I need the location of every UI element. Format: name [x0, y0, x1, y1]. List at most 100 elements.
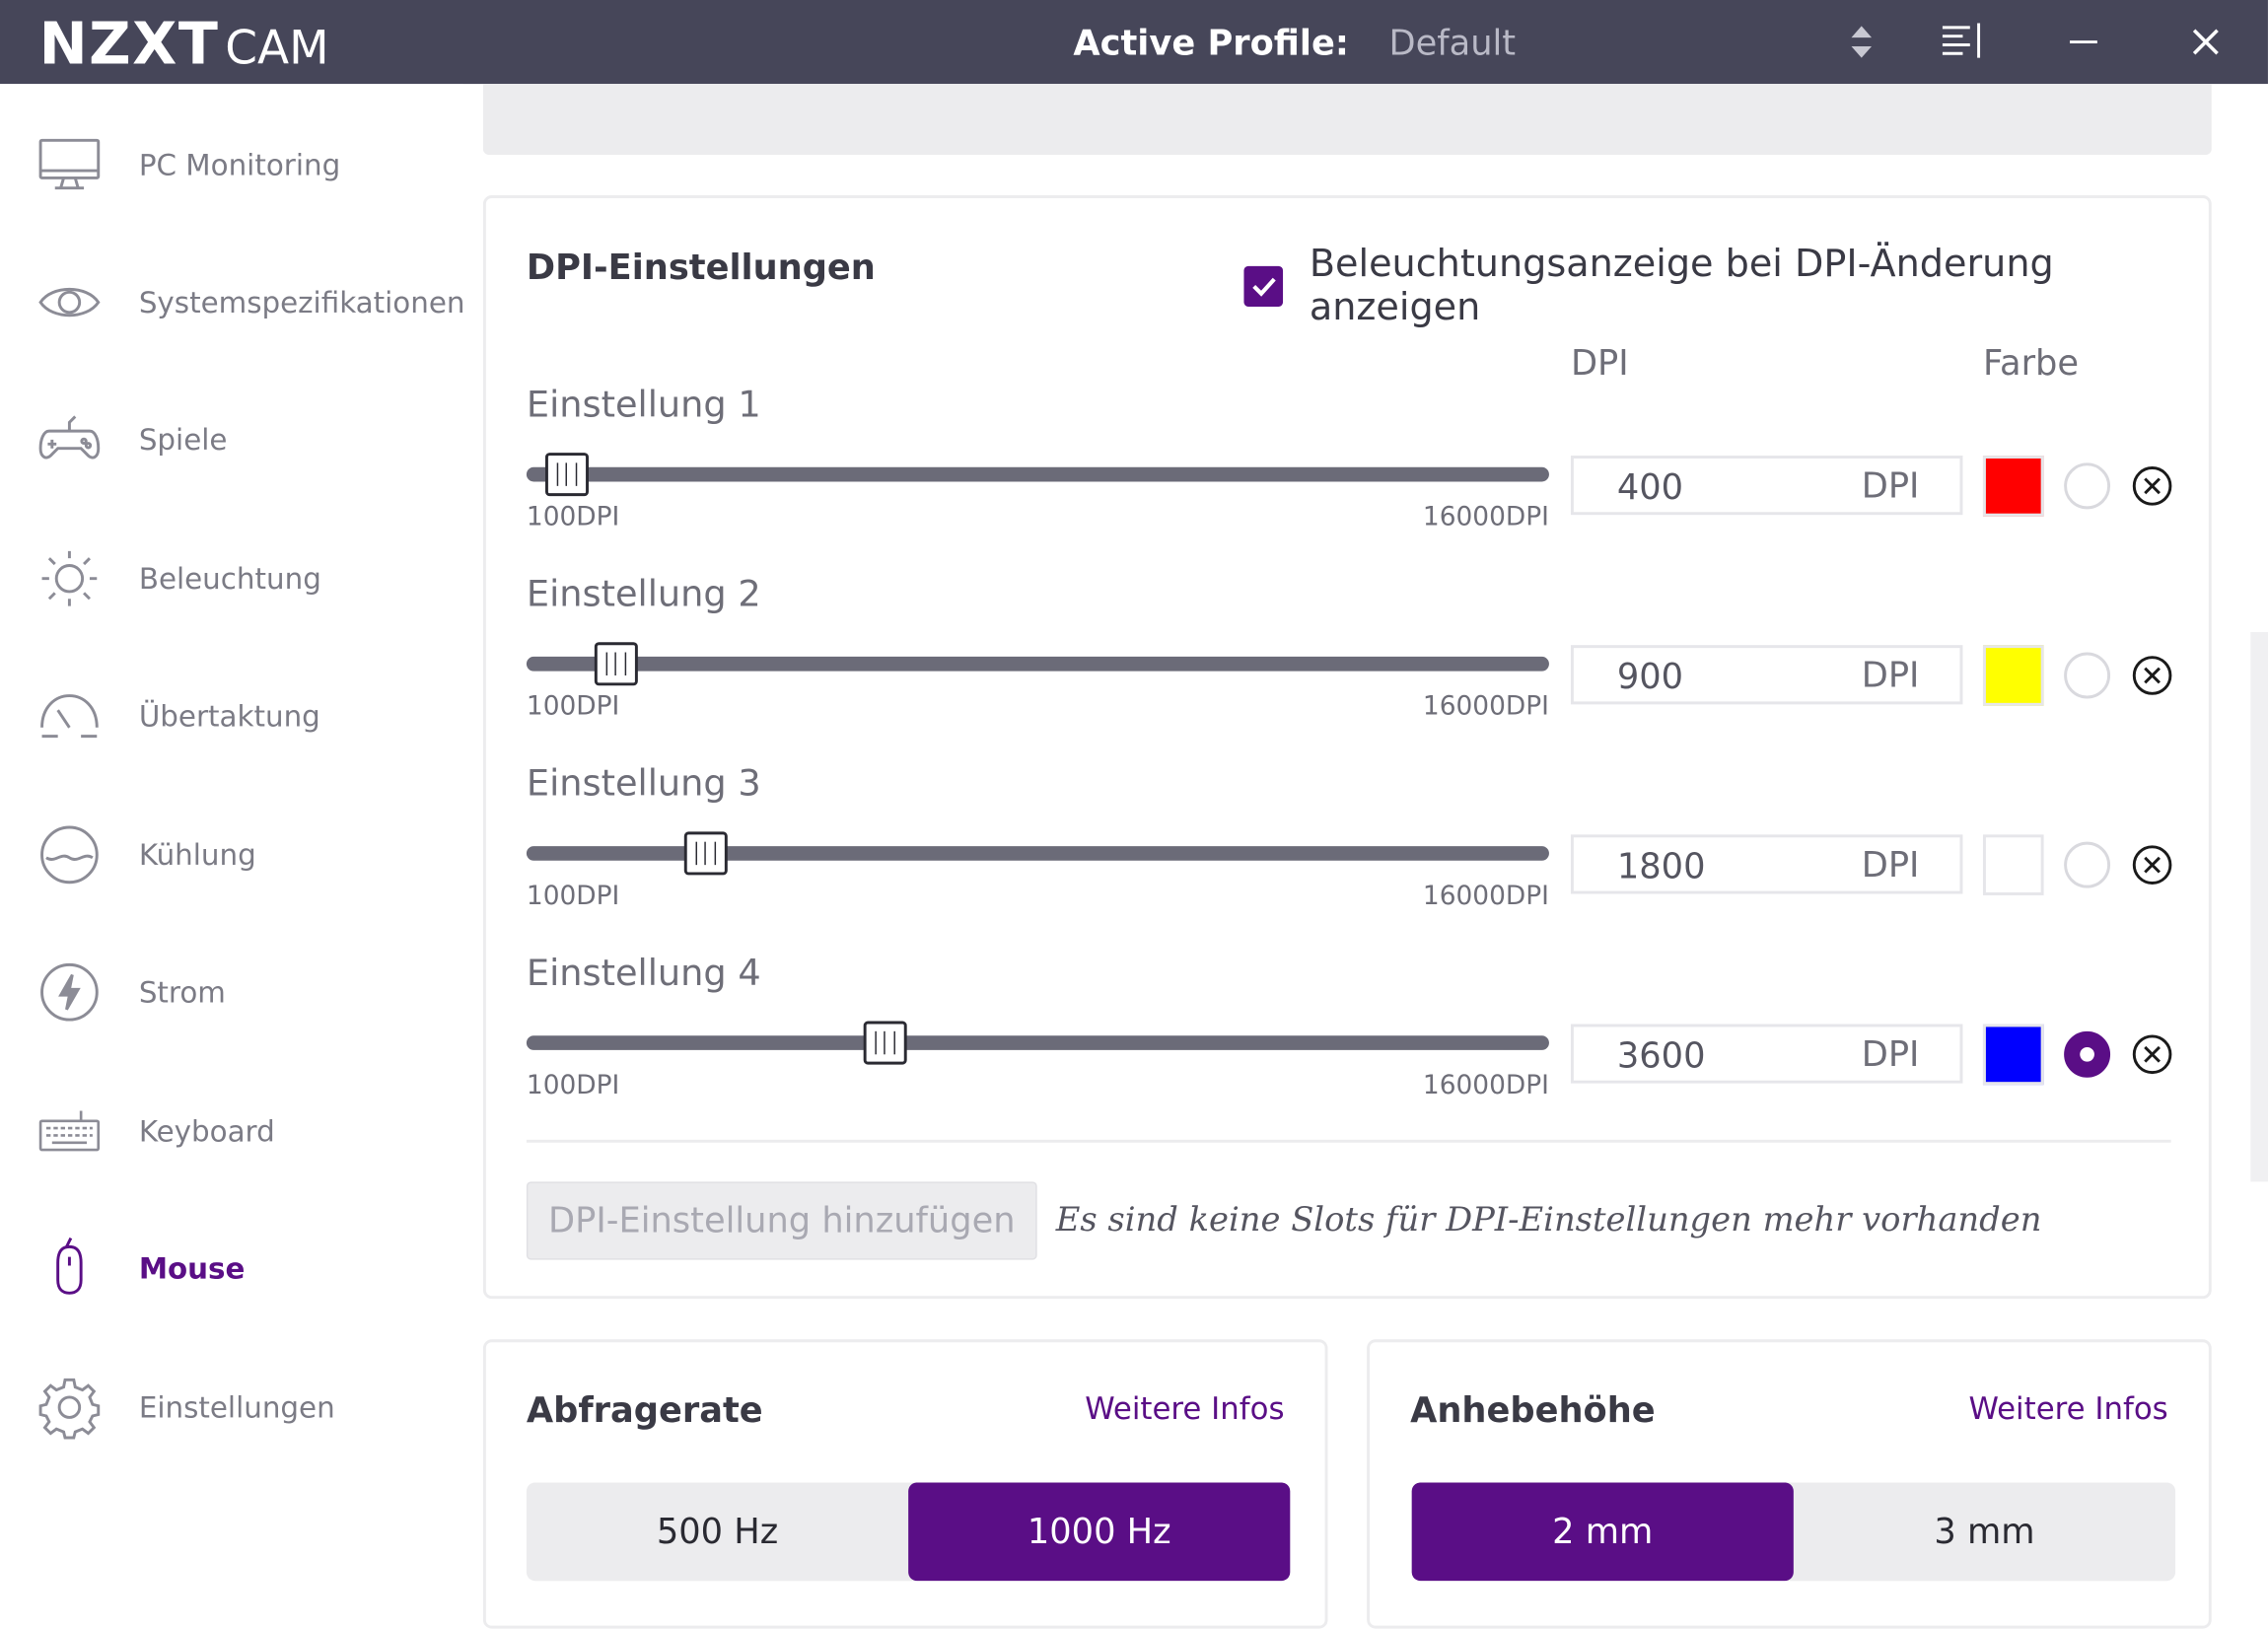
dpi-range-min: 100DPI	[526, 1070, 620, 1101]
gamepad-icon	[38, 415, 101, 460]
dpi-slider-track[interactable]	[526, 466, 1549, 482]
sidebar-item-label: Übertaktung	[138, 698, 320, 734]
dpi-value-field[interactable]: DPI	[1570, 645, 1963, 705]
app-logo: NZXT CAM	[39, 12, 329, 78]
profile-label: Active Profile:	[1073, 23, 1349, 64]
dpi-range-min: 100DPI	[526, 691, 620, 722]
gear-icon	[38, 1378, 101, 1440]
dpi-setting-label: Einstellung 3	[526, 762, 761, 805]
dpi-value-input[interactable]	[1573, 837, 1880, 894]
more-info-link[interactable]: Weitere Infos	[1085, 1391, 1285, 1427]
dpi-slider-track[interactable]	[526, 656, 1549, 672]
dpi-active-radio[interactable]	[2064, 652, 2111, 699]
checkmark-icon	[1251, 277, 1276, 297]
dpi-range-max: 16000DPI	[1422, 501, 1549, 532]
more-info-link[interactable]: Weitere Infos	[1968, 1391, 2168, 1427]
menu-icon[interactable]	[1939, 18, 1988, 67]
speedometer-icon	[40, 694, 99, 739]
monitor-icon	[38, 138, 101, 190]
title-bar: NZXT CAM Active Profile: Default	[0, 0, 2268, 85]
sidebar-item-beleuchtung[interactable]: Beleuchtung	[0, 535, 462, 622]
dpi-unit: DPI	[1861, 465, 1920, 507]
show-lighting-checkbox[interactable]	[1243, 265, 1284, 307]
add-dpi-setting-button[interactable]: DPI-Einstellung hinzufügen	[526, 1181, 1037, 1260]
sidebar: PC Monitoring Systemspezifikationen Spie…	[0, 84, 464, 1579]
show-lighting-toggle[interactable]: Beleuchtungsanzeige bei DPI-Änderung anz…	[1243, 243, 2208, 329]
close-icon[interactable]	[2181, 18, 2231, 67]
dpi-slider-thumb[interactable]	[683, 831, 728, 876]
sidebar-item-label: Kühlung	[138, 837, 256, 873]
lift-option-3mm[interactable]: 3 mm	[1934, 1511, 2035, 1552]
dpi-range-max: 16000DPI	[1422, 691, 1549, 722]
polling-option-1000[interactable]: 1000 Hz	[908, 1482, 1291, 1582]
card-title: Anhebehöhe	[1410, 1389, 1656, 1431]
active-profile[interactable]: Active Profile: Default	[1073, 23, 1516, 63]
dpi-range-min: 100DPI	[526, 501, 620, 532]
minimize-icon[interactable]	[2060, 18, 2109, 67]
dpi-slider-track[interactable]	[526, 1035, 1549, 1050]
sidebar-item-einstellungen[interactable]: Einstellungen	[0, 1364, 462, 1451]
sidebar-item-label: Beleuchtung	[138, 561, 321, 597]
polling-rate-selector: 500 Hz 1000 Hz	[526, 1482, 1291, 1582]
dpi-active-radio[interactable]	[2064, 841, 2111, 888]
lightning-icon	[40, 962, 99, 1022]
dpi-value-input[interactable]	[1573, 458, 1880, 516]
sidebar-item-systemspezifikationen[interactable]: Systemspezifikationen	[0, 259, 464, 346]
sidebar-item-kuehlung[interactable]: Kühlung	[0, 812, 462, 898]
lift-option-2mm[interactable]: 2 mm	[1411, 1482, 1794, 1582]
delete-setting-icon[interactable]	[2131, 654, 2174, 697]
dpi-setting-label: Einstellung 2	[526, 572, 761, 615]
color-swatch[interactable]	[1982, 645, 2044, 706]
dpi-slider-thumb[interactable]	[594, 642, 638, 686]
dpi-active-radio[interactable]	[2064, 1030, 2111, 1078]
dpi-active-radio[interactable]	[2064, 462, 2111, 510]
dpi-value-field[interactable]: DPI	[1570, 1024, 1963, 1084]
dpi-value-field[interactable]: DPI	[1570, 456, 1963, 516]
dpi-unit: DPI	[1861, 1033, 1920, 1075]
lift-height-card: Anhebehöhe Weitere Infos 2 mm 3 mm	[1367, 1339, 2212, 1629]
dpi-value-input[interactable]	[1573, 1027, 1880, 1084]
delete-setting-icon[interactable]	[2131, 843, 2174, 886]
color-swatch[interactable]	[1982, 834, 2044, 895]
dpi-column-header: DPI	[1570, 342, 1629, 384]
previous-card	[482, 84, 2212, 155]
keyboard-icon	[38, 1110, 101, 1152]
dpi-value-field[interactable]: DPI	[1570, 834, 1963, 894]
dpi-range-max: 16000DPI	[1422, 1070, 1549, 1101]
sidebar-item-strom[interactable]: Strom	[0, 949, 462, 1035]
sidebar-item-mouse[interactable]: Mouse	[0, 1225, 462, 1311]
profile-switch-icon[interactable]	[1837, 18, 1886, 67]
sidebar-item-uebertaktung[interactable]: Übertaktung	[0, 673, 462, 759]
profile-value[interactable]: Default	[1388, 23, 1517, 64]
sidebar-item-label: Mouse	[138, 1250, 246, 1286]
dpi-settings-card: DPI-Einstellungen Beleuchtungsanzeige be…	[482, 195, 2212, 1300]
sidebar-item-pc-monitoring[interactable]: PC Monitoring	[0, 121, 462, 208]
sidebar-item-spiele[interactable]: Spiele	[0, 396, 462, 483]
dpi-setting-label: Einstellung 1	[526, 383, 761, 426]
eye-icon	[38, 288, 101, 318]
polling-rate-card: Abfragerate Weitere Infos 500 Hz 1000 Hz	[482, 1339, 1328, 1629]
lift-height-selector: 2 mm 3 mm	[1411, 1482, 2176, 1582]
delete-setting-icon[interactable]	[2131, 1032, 2174, 1076]
color-swatch[interactable]	[1982, 456, 2044, 517]
dpi-slider-thumb[interactable]	[863, 1021, 907, 1065]
card-title: DPI-Einstellungen	[526, 247, 876, 288]
no-slots-message: Es sind keine Slots für DPI-Einstellunge…	[1055, 1201, 2042, 1240]
cooling-icon	[40, 825, 99, 885]
color-swatch[interactable]	[1982, 1024, 2044, 1086]
polling-option-500[interactable]: 500 Hz	[656, 1511, 779, 1552]
brand-name: NZXT	[38, 11, 220, 79]
sidebar-item-keyboard[interactable]: Keyboard	[0, 1088, 462, 1174]
dpi-slider-thumb[interactable]	[544, 453, 589, 497]
dpi-setting-label: Einstellung 4	[526, 952, 761, 994]
dpi-slider-track[interactable]	[526, 846, 1549, 861]
color-column-header: Farbe	[1982, 342, 2080, 384]
scrollbar[interactable]	[2250, 631, 2268, 1182]
dpi-range-min: 100DPI	[526, 881, 620, 912]
show-lighting-label: Beleuchtungsanzeige bei DPI-Änderung anz…	[1309, 243, 2054, 330]
sun-icon	[41, 550, 98, 606]
dpi-value-input[interactable]	[1573, 648, 1880, 705]
delete-setting-icon[interactable]	[2131, 464, 2174, 508]
dpi-unit: DPI	[1861, 655, 1920, 696]
divider	[526, 1139, 2171, 1143]
